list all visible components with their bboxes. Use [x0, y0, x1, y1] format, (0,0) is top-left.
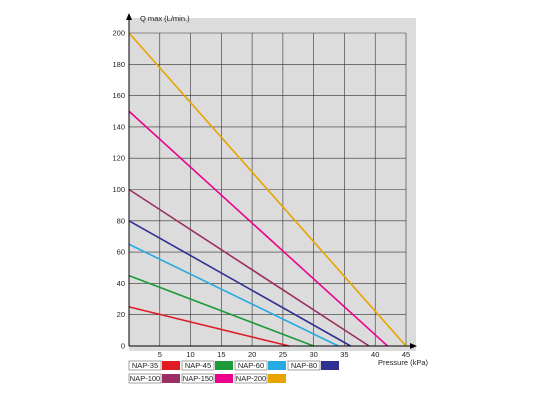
- legend-label-box: [287, 360, 321, 371]
- legend-item: NAP-150: [181, 373, 233, 384]
- y-tick-label: 60: [117, 248, 125, 257]
- series-line: [128, 188, 370, 347]
- y-tick-label: 200: [112, 29, 125, 38]
- y-tick-label: 40: [117, 279, 125, 288]
- legend-swatch: [162, 374, 180, 383]
- legend-swatch: [162, 361, 180, 370]
- series-line: [128, 274, 314, 347]
- x-tick-label: 5: [158, 350, 162, 359]
- x-tick-label: 25: [279, 350, 287, 359]
- legend-swatch: [268, 374, 286, 383]
- y-tick-label: 140: [112, 122, 125, 131]
- x-axis-title: Pressure (kPa): [378, 358, 429, 367]
- legend-item: NAP-100: [128, 373, 180, 384]
- series-line: [128, 110, 389, 347]
- legend-label: NAP-80: [291, 361, 317, 370]
- legend-label-box: [181, 373, 215, 384]
- legend-item: NAP-45: [181, 360, 233, 371]
- tick-labels: 0 20 40 60 80 100 120 140 160 180 200 5 10 15 20 25 30 35…: [112, 29, 410, 360]
- y-tick-label: 100: [112, 185, 125, 194]
- series-line: [128, 306, 290, 347]
- legend-label: NAP-45: [185, 361, 211, 370]
- legend-item: NAP-200: [234, 373, 286, 384]
- y-tick-label: 80: [117, 216, 125, 225]
- x-tick-label: 10: [186, 350, 194, 359]
- legend-label-box: [234, 360, 268, 371]
- plot-background: [129, 18, 416, 351]
- grid: [129, 32, 407, 346]
- legend-swatch: [215, 374, 233, 383]
- x-tick-label: 30: [309, 350, 317, 359]
- x-axis-arrow: [410, 343, 417, 349]
- y-tick-label: 180: [112, 60, 125, 69]
- legend-item: NAP-80: [287, 360, 339, 371]
- series-lines: [128, 32, 407, 347]
- y-axis-title: Q max (L/min.): [140, 14, 190, 23]
- x-tick-label: 45: [402, 350, 410, 359]
- y-tick-label: 20: [117, 310, 125, 319]
- legend-label-box: [181, 360, 215, 371]
- y-tick-label: 120: [112, 154, 125, 163]
- y-axis-arrow: [126, 13, 132, 20]
- legend-label: NAP-200: [236, 374, 266, 383]
- x-tick-label: 15: [217, 350, 225, 359]
- legend-label: NAP-60: [238, 361, 264, 370]
- x-tick-label: 20: [248, 350, 256, 359]
- series-line: [128, 220, 351, 347]
- legend-label: NAP-100: [130, 374, 160, 383]
- y-tick-label: 0: [121, 342, 125, 351]
- legend-label: NAP-150: [183, 374, 213, 383]
- legend-label: NAP-35: [132, 361, 158, 370]
- series-line: [128, 243, 339, 347]
- legend-label-box: [128, 373, 162, 384]
- legend-swatch: [268, 361, 286, 370]
- legend-label-box: [128, 360, 162, 371]
- x-tick-label: 35: [340, 350, 348, 359]
- legend: NAP-35 NAP-45 NAP-60 NAP-80 NAP-100 NAP-150 NA…: [128, 360, 339, 384]
- series-line: [128, 32, 407, 347]
- legend-swatch: [215, 361, 233, 370]
- axes: [126, 13, 417, 349]
- legend-item: NAP-60: [234, 360, 286, 371]
- legend-label-box: [234, 373, 268, 384]
- y-tick-label: 160: [112, 91, 125, 100]
- x-tick-label: 40: [371, 350, 379, 359]
- legend-item: NAP-35: [128, 360, 180, 371]
- legend-swatch: [321, 361, 339, 370]
